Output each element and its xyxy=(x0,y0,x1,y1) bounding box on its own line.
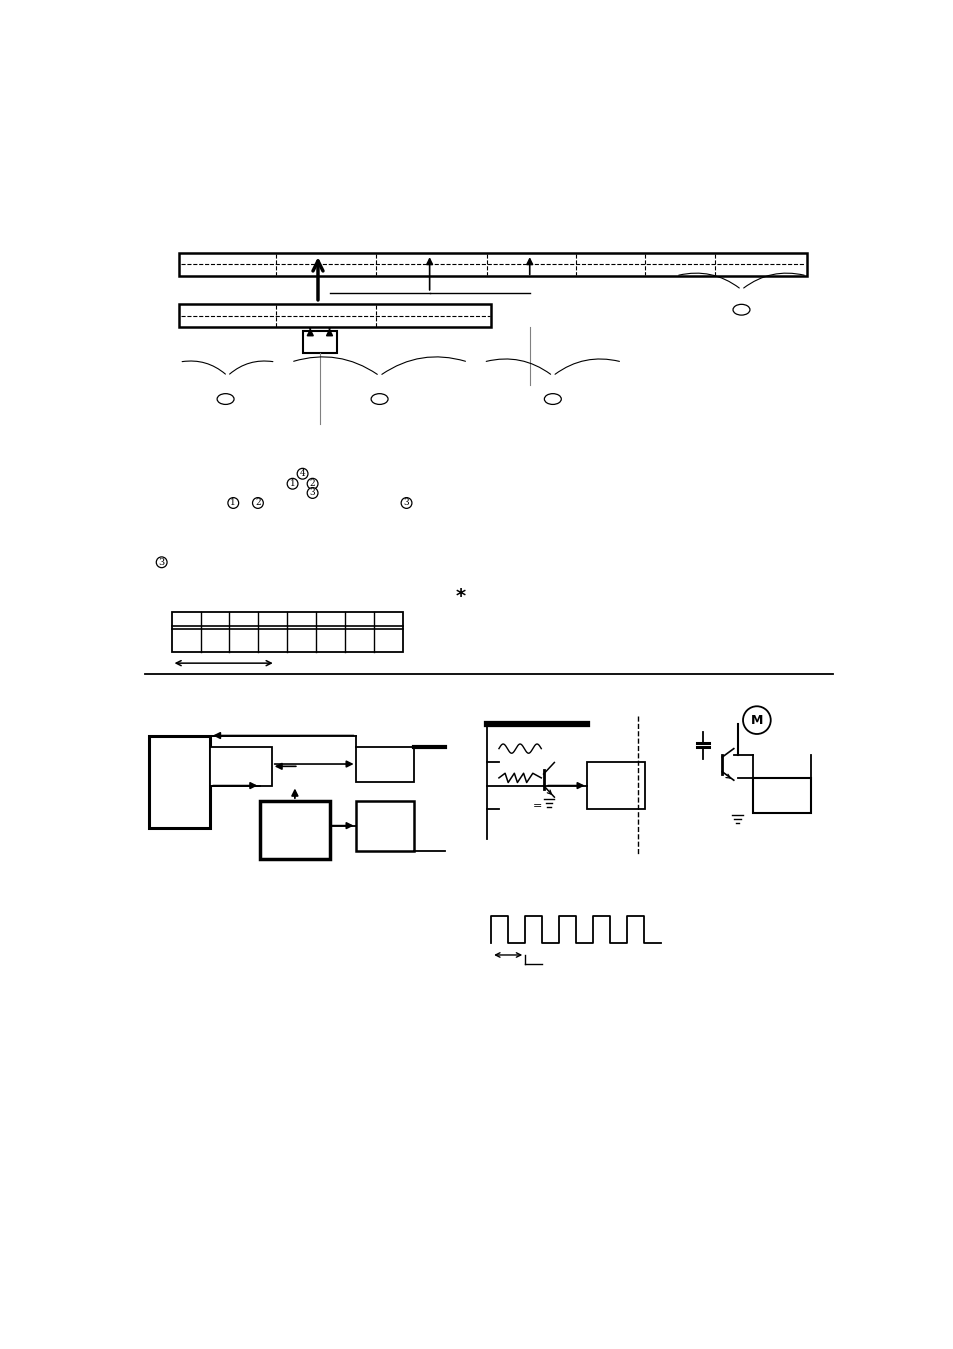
Ellipse shape xyxy=(307,479,317,490)
Bar xyxy=(356,747,414,781)
Bar xyxy=(260,801,329,859)
Ellipse shape xyxy=(307,487,317,498)
Bar xyxy=(179,252,806,275)
Text: 4: 4 xyxy=(299,469,305,479)
Text: 3: 3 xyxy=(158,557,165,567)
Text: 2: 2 xyxy=(310,479,315,488)
Ellipse shape xyxy=(217,394,233,405)
Bar xyxy=(149,735,210,828)
Text: *: * xyxy=(455,587,465,607)
Ellipse shape xyxy=(253,498,263,509)
Bar xyxy=(587,762,644,808)
Ellipse shape xyxy=(228,498,238,509)
Ellipse shape xyxy=(287,479,297,490)
Ellipse shape xyxy=(156,557,167,568)
Text: 1: 1 xyxy=(231,499,236,507)
Text: M: M xyxy=(750,714,762,727)
Bar xyxy=(172,612,402,653)
Ellipse shape xyxy=(400,498,412,509)
Bar xyxy=(302,332,336,353)
Bar xyxy=(356,801,414,851)
Bar xyxy=(210,747,272,785)
Text: 1: 1 xyxy=(290,479,295,488)
Text: 2: 2 xyxy=(254,499,260,507)
Bar xyxy=(752,778,810,812)
Ellipse shape xyxy=(297,468,308,479)
Text: 3: 3 xyxy=(310,488,315,498)
Circle shape xyxy=(742,707,770,734)
Ellipse shape xyxy=(732,305,749,316)
Text: 3: 3 xyxy=(403,499,409,507)
Ellipse shape xyxy=(371,394,388,405)
Text: =: = xyxy=(532,801,541,811)
Bar xyxy=(179,305,491,328)
Ellipse shape xyxy=(544,394,560,405)
